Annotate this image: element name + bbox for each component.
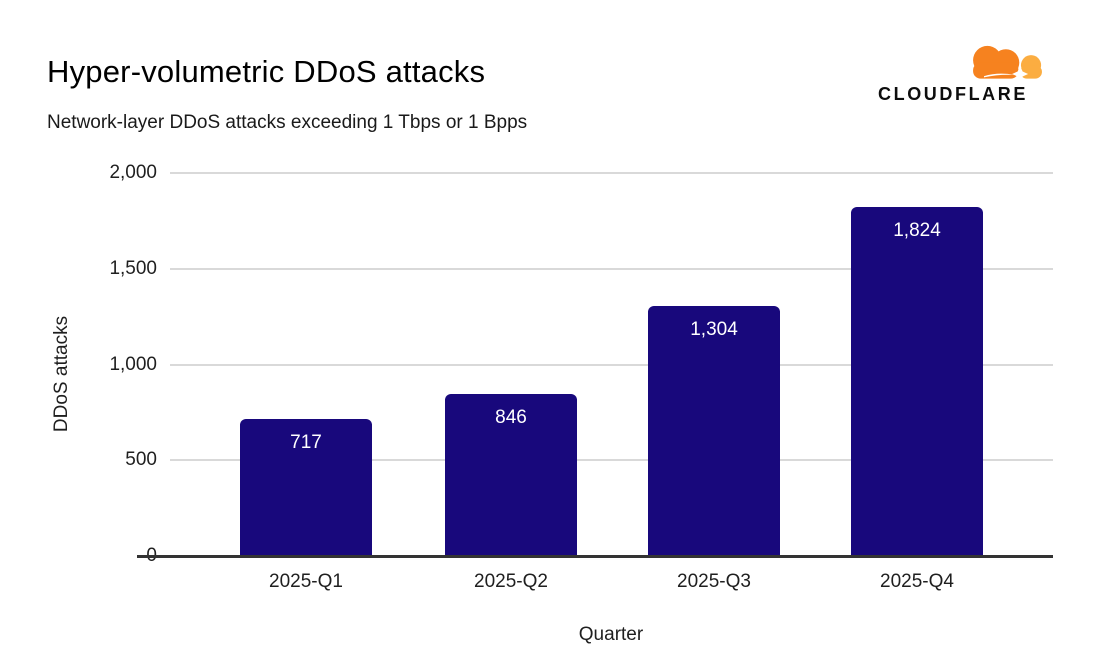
x-axis-line [137,555,1053,558]
gridline-500 [170,459,1053,462]
bar-2025-Q2 [445,393,577,556]
bar-value-label: 1,304 [690,319,738,341]
gridline-2000 [170,172,1053,174]
x-tick-label-2025-Q1: 2025-Q1 [269,571,343,592]
x-tick-label-2025-Q3: 2025-Q3 [677,571,751,592]
x-axis-title: Quarter [578,624,644,645]
bar-value-label: 717 [290,431,322,453]
swoosh-shape [984,73,1015,78]
bar-2025-Q1 [240,418,372,556]
y-tick-label: 500 [125,449,157,471]
chart-title: Hyper-volumetric DDoS attacks [47,54,486,89]
gridline-1500 [170,267,1053,270]
bar-2025-Q4 [851,206,983,556]
chart-subtitle: Network-layer DDoS attacks exceeding 1 T… [47,112,528,133]
y-tick-label: 1,000 [109,353,157,375]
x-tick-label-2025-Q4: 2025-Q4 [880,571,954,592]
sparkle-shape [1012,66,1029,82]
cloudflare-cloud-icon [973,45,1042,82]
x-tick-label-2025-Q2: 2025-Q2 [474,571,548,592]
bar-value-label: 1,824 [893,219,941,241]
y-axis-title: DDoS attacks [51,315,72,433]
bar-value-label: 846 [495,406,527,428]
y-tick-label: 2,000 [109,162,157,183]
bar-2025-Q3 [648,306,780,556]
gridline-1000 [170,363,1053,366]
cloudflare-logo: CLOUDFLARE [878,38,1050,104]
y-tick-label: 1,500 [109,257,157,279]
cloudflare-wordmark: CLOUDFLARE [878,84,1028,104]
